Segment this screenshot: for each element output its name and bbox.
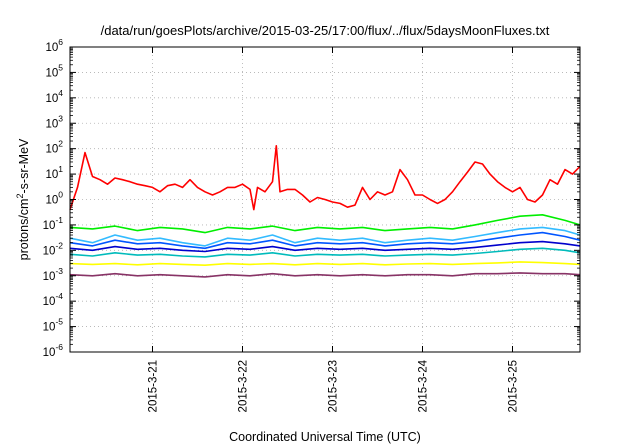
y-tick-label: 104 — [45, 88, 63, 105]
y-tick-label: 10-5 — [43, 317, 64, 334]
series-group — [69, 145, 581, 278]
x-tick-label: 2015-3-23 — [328, 360, 340, 412]
series-line-1 — [69, 145, 581, 211]
series-line-5 — [69, 240, 581, 253]
chart-title: /data/run/goesPlots/archive/2015-03-25/1… — [101, 23, 550, 38]
x-tick-label: 2015-3-25 — [508, 360, 520, 412]
y-tick-label: 105 — [45, 62, 63, 79]
y-tick-label: 10-2 — [43, 240, 64, 257]
series-line-2 — [69, 214, 581, 234]
series-line-7 — [69, 261, 581, 266]
series-line-6 — [69, 247, 581, 258]
y-axis-label: protons/cm2-s-sr-MeV — [15, 138, 31, 260]
y-tick-label: 10-3 — [43, 266, 64, 283]
y-tick-label: 10-4 — [43, 291, 64, 308]
y-tick-label: 10-6 — [43, 342, 64, 359]
y-tick-label: 102 — [45, 139, 63, 156]
y-tick-label: 100 — [45, 190, 63, 207]
series-line-8 — [69, 272, 581, 278]
x-tick-label: 2015-3-21 — [148, 360, 160, 412]
x-tick-label: 2015-3-22 — [238, 360, 250, 412]
grid — [70, 47, 580, 352]
series-line-4 — [69, 231, 581, 250]
x-tick-label: 2015-3-24 — [418, 359, 430, 412]
y-tick-label: 103 — [45, 113, 63, 130]
y-tick-label: 101 — [45, 164, 63, 181]
x-axis-label: Coordinated Universal Time (UTC) — [229, 430, 421, 444]
axes: 10-6 10-5 10-4 10-3 10-2 10-1 100 101 102 103 104 1… — [43, 37, 580, 412]
y-tick-label: 10-1 — [43, 215, 64, 232]
series-line-3 — [69, 226, 581, 247]
y-tick-label: 106 — [45, 37, 63, 54]
